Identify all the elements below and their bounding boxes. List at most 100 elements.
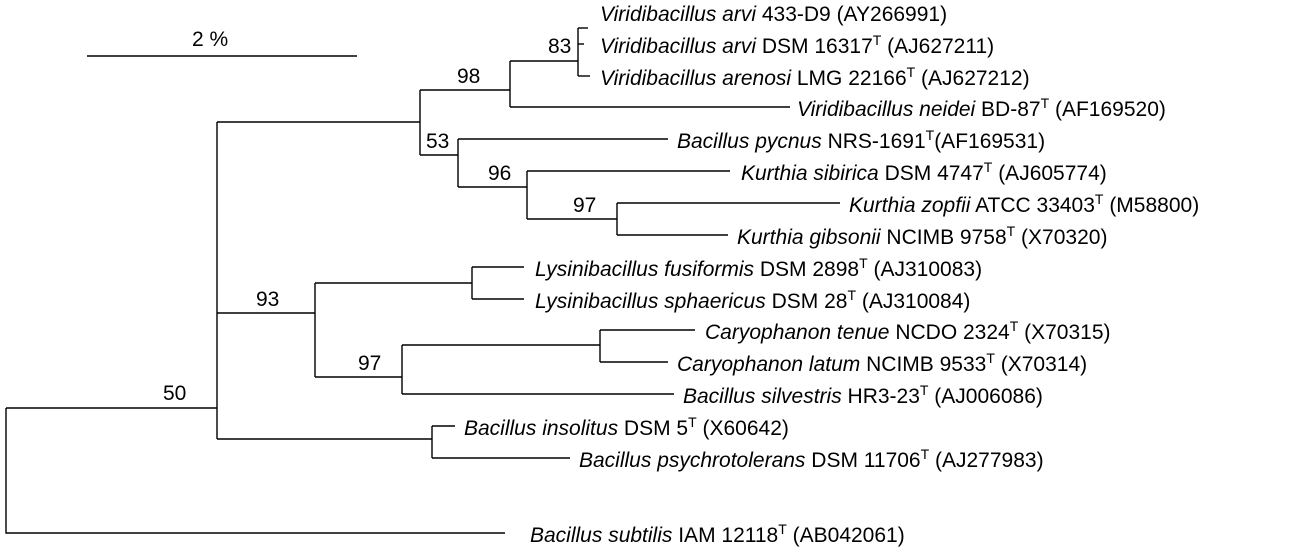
strain-name: DSM 5 [618, 417, 688, 440]
branch-to-53 [420, 139, 459, 187]
accession-number: (AF169520) [1049, 98, 1166, 121]
type-strain-marker: T [873, 32, 882, 48]
type-strain-marker: T [1007, 223, 1016, 239]
taxon-label: Viridibacillus arvi DSM 16317T (AJ627211… [600, 32, 994, 58]
type-strain-marker: T [688, 414, 697, 430]
taxon-name: Kurthia sibirica [741, 162, 879, 185]
branch-to-lysini [315, 267, 473, 299]
type-strain-marker: T [926, 127, 935, 143]
strain-name: DSM 28 [766, 290, 848, 313]
branch-to-insolitus-pair [217, 426, 433, 458]
bootstrap-97-caryo: 97 [358, 352, 381, 375]
type-strain-marker: T [859, 255, 868, 271]
branch-to-93 [217, 283, 316, 377]
taxon-label: Kurthia zopfii ATCC 33403T (M58800) [849, 191, 1199, 217]
taxon-name: Caryophanon tenue [705, 321, 889, 344]
taxon-label: Bacillus insolitus DSM 5T (X60642) [464, 414, 789, 440]
tree-branches [5, 27, 840, 534]
taxon-label: Bacillus subtilis IAM 12118T (AB042061) [530, 521, 905, 547]
type-strain-marker: T [907, 64, 916, 80]
taxon-label: Lysinibacillus fusiformis DSM 2898T (AJ3… [535, 255, 982, 281]
branch-to-96 [458, 171, 528, 219]
bootstrap-50: 50 [163, 382, 186, 405]
strain-name: DSM 11706 [805, 449, 920, 472]
accession-number: (AJ627212) [915, 67, 1029, 90]
accession-number: (X60642) [697, 417, 789, 440]
strain-name: ATCC 33403 [970, 194, 1095, 217]
taxon-name: Lysinibacillus sphaericus [535, 290, 766, 313]
taxon-label: Lysinibacillus sphaericus DSM 28T (AJ310… [535, 287, 970, 313]
taxon-label: Viridibacillus arvi 433-D9 (AY266991) [600, 3, 947, 26]
accession-number: (AJ006086) [928, 385, 1042, 408]
type-strain-marker: T [1010, 318, 1019, 334]
type-strain-marker: T [1041, 95, 1050, 111]
bootstrap-97-kurthia: 97 [573, 194, 596, 217]
accession-number: (AY266991) [837, 3, 948, 26]
taxon-label: Kurthia sibirica DSM 4747T (AJ605774) [741, 159, 1107, 185]
branch-root [5, 408, 505, 534]
taxon-name: Viridibacillus arenosi [600, 67, 792, 90]
accession-number: (AJ627211) [881, 35, 994, 58]
accession-number: (X70320) [1015, 226, 1107, 249]
accession-number: (M58800) [1103, 194, 1199, 217]
bootstrap-96: 96 [488, 162, 511, 185]
type-strain-marker: T [778, 521, 787, 537]
accession-number: (X70315) [1018, 321, 1110, 344]
taxon-name: Bacillus insolitus [464, 417, 619, 440]
scale-bar-label: 2 % [192, 28, 228, 51]
taxon-label: Kurthia gibsonii NCIMB 9758T (X70320) [737, 223, 1107, 249]
taxon-name: Lysinibacillus fusiformis [535, 258, 755, 281]
strain-name: NCDO 2324 [889, 321, 1010, 344]
taxon-name: Viridibacillus arvi [600, 3, 757, 26]
strain-name: BD-87 [975, 98, 1040, 121]
type-strain-marker: T [847, 287, 856, 303]
type-strain-marker: T [920, 382, 929, 398]
taxon-name: Bacillus silvestris [683, 385, 842, 408]
strain-name: NRS-1691 [822, 130, 926, 153]
taxon-label: Bacillus psychrotolerans DSM 11706T (AJ2… [579, 446, 1044, 472]
strain-name: IAM 12118 [672, 524, 778, 547]
taxon-name: Kurthia gibsonii [737, 226, 882, 249]
type-strain-marker: T [986, 350, 995, 366]
taxon-name: Bacillus subtilis [530, 524, 673, 547]
accession-number: (AB042061) [787, 524, 905, 547]
branch-to-97b [315, 345, 403, 394]
taxon-name: Kurthia zopfii [849, 194, 972, 217]
strain-name: DSM 2898 [754, 258, 859, 281]
taxon-name: Bacillus psychrotolerans [579, 449, 806, 472]
taxon-label: Caryophanon latum NCIMB 9533T (X70314) [677, 350, 1087, 376]
accession-number: (AJ310083) [868, 258, 982, 281]
taxon-name: Viridibacillus arvi [600, 35, 757, 58]
type-strain-marker: T [984, 159, 993, 175]
taxon-labels: Viridibacillus arvi 433-D9 (AY266991) Vi… [464, 3, 1199, 547]
taxon-label: Bacillus pycnus NRS-1691T(AF169531) [677, 127, 1045, 153]
taxon-name: Caryophanon latum [677, 353, 860, 376]
accession-number: (X70314) [995, 353, 1087, 376]
accession-number: (AJ605774) [992, 162, 1106, 185]
bootstrap-83: 83 [548, 35, 571, 58]
strain-name: DSM 4747 [879, 162, 984, 185]
bootstrap-98: 98 [457, 65, 480, 88]
branch-to-97a [527, 203, 618, 235]
strain-name: NCIMB 9758 [881, 226, 1007, 249]
taxon-name: Viridibacillus neidei [797, 98, 977, 121]
accession-number: (AF169531) [934, 130, 1045, 153]
taxon-label: Caryophanon tenue NCDO 2324T (X70315) [705, 318, 1111, 344]
branch-to-caryo [402, 330, 601, 362]
accession-number: (AJ310084) [856, 290, 970, 313]
accession-number: (AJ277983) [929, 449, 1043, 472]
type-strain-marker: T [921, 446, 930, 462]
strain-name: LMG 22166 [791, 67, 907, 90]
taxon-label: Viridibacillus neidei BD-87T (AF169520) [797, 95, 1166, 121]
bootstrap-93: 93 [256, 288, 279, 311]
taxon-label: Viridibacillus arenosi LMG 22166T (AJ627… [600, 64, 1030, 90]
strain-name: 433-D9 [756, 3, 837, 26]
taxon-label: Bacillus silvestris HR3-23T (AJ006086) [683, 382, 1043, 408]
type-strain-marker: T [1095, 191, 1104, 207]
taxon-name: Bacillus pycnus [677, 130, 822, 153]
bootstrap-53: 53 [426, 130, 449, 153]
branch-node-98 [420, 61, 511, 107]
strain-name: DSM 16317 [756, 35, 873, 58]
bootstrap-values: 83 98 53 96 97 93 97 50 [163, 35, 596, 405]
